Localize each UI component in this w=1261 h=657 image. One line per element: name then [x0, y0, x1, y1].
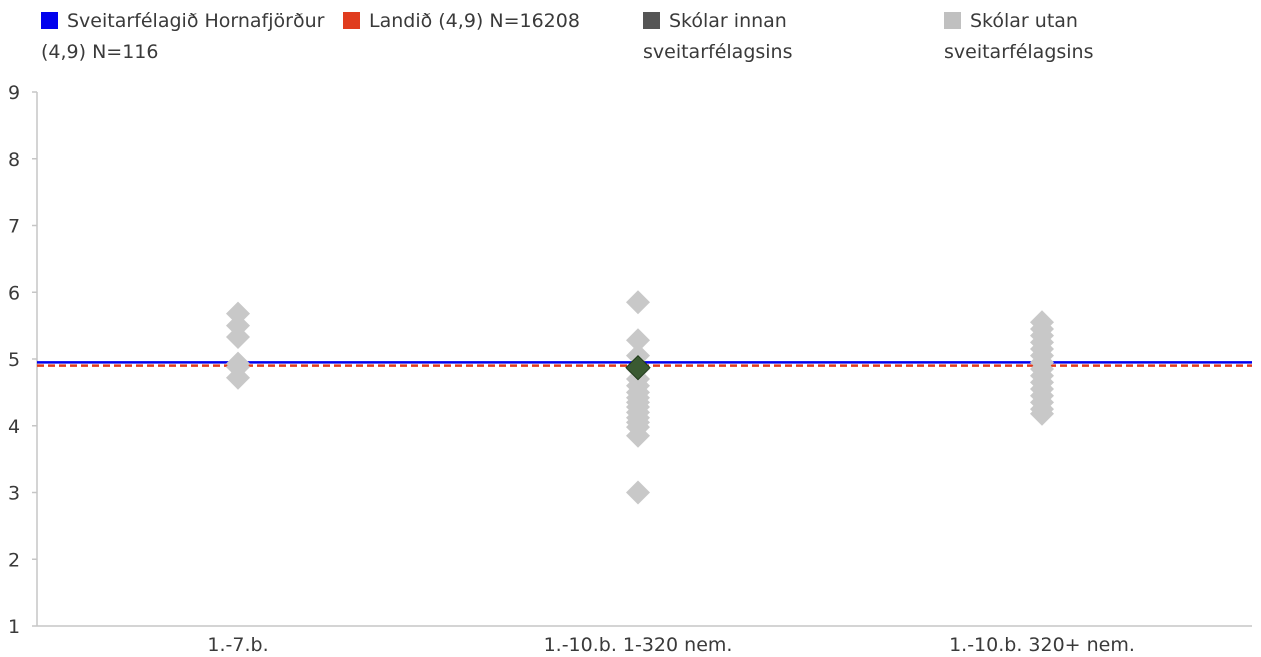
y-tick-label: 2 [8, 549, 20, 571]
legend-swatch-schools-outside [944, 12, 961, 29]
data-point-outside [626, 423, 650, 448]
data-point-outside [226, 324, 250, 349]
legend-label-municipality: Sveitarfélagið Hornafjörður (4,9) N=116 [41, 10, 325, 63]
y-tick-label: 9 [8, 82, 20, 104]
data-point-outside [1030, 401, 1054, 426]
points-layer [226, 290, 1054, 505]
axes-layer: 1 2 3 4 5 6 7 8 9 1.-7.b. 1.-10.b. 1-320 nem. 1.-10… [8, 82, 1252, 656]
legend-item-country: Landið (4,9) N=16208 [343, 6, 633, 37]
legend-item-schools-inside: Skólar innan sveitarfélagsins [643, 6, 843, 68]
legend-label-schools-outside: Skólar utan sveitarfélagsins [944, 10, 1094, 63]
data-point-outside [626, 290, 650, 315]
data-point-outside [626, 328, 650, 353]
chart-legend: Sveitarfélagið Hornafjörður (4,9) N=116 … [0, 6, 1261, 76]
y-tick-label: 6 [8, 282, 20, 304]
data-point-outside [226, 365, 250, 390]
legend-label-schools-inside: Skólar innan sveitarfélagsins [643, 10, 793, 63]
x-tick-label: 1.-7.b. [207, 634, 268, 656]
legend-label-country: Landið (4,9) N=16208 [369, 10, 580, 32]
data-point-outside [626, 480, 650, 505]
y-tick-label: 7 [8, 216, 20, 238]
x-tick-label: 1.-10.b. 1-320 nem. [544, 634, 733, 656]
legend-item-schools-outside: Skólar utan sveitarfélagsins [944, 6, 1144, 68]
legend-swatch-country [343, 12, 360, 29]
y-tick-label: 3 [8, 483, 20, 505]
legend-item-municipality: Sveitarfélagið Hornafjörður (4,9) N=116 [41, 6, 331, 68]
y-tick-label: 1 [8, 616, 20, 638]
data-point-outside [226, 301, 250, 326]
x-tick-label: 1.-10.b. 320+ nem. [949, 634, 1135, 656]
legend-swatch-municipality [41, 12, 58, 29]
y-tick-label: 8 [8, 149, 20, 171]
data-point-inside [625, 354, 651, 381]
legend-swatch-schools-inside [643, 12, 660, 29]
y-tick-label: 5 [8, 349, 20, 371]
y-tick-label: 4 [8, 416, 20, 438]
